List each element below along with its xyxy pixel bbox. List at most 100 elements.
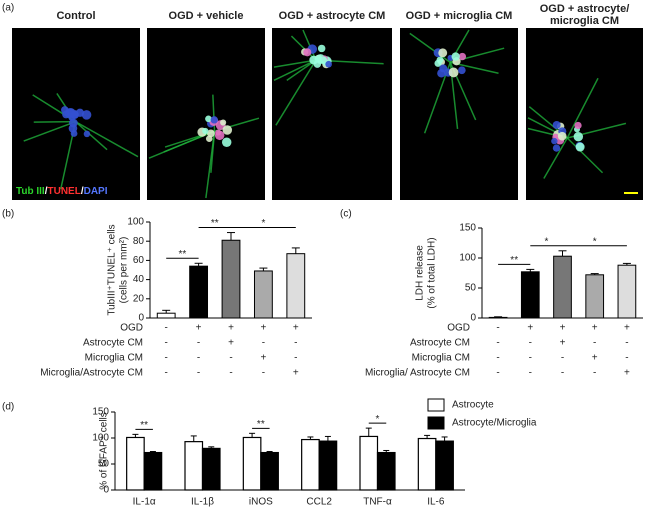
neurite (273, 59, 317, 68)
condition-mark: - (229, 353, 232, 364)
significance-label: ** (510, 255, 518, 266)
nucleus (551, 137, 558, 145)
y-tick-label: 50 (98, 459, 110, 470)
nucleus (573, 131, 584, 142)
micrograph (272, 28, 392, 200)
stain-legend-item: Tub III (16, 186, 45, 197)
condition-mark: + (228, 323, 234, 334)
nucleus (202, 127, 209, 135)
condition-mark: + (592, 353, 598, 364)
condition-mark: - (294, 338, 297, 349)
stain-legend-item: / (45, 186, 48, 197)
image-title: microglia CM (550, 15, 619, 27)
nucleus (448, 67, 459, 78)
image-title: OGD + astrocyte CM (279, 10, 386, 22)
condition-mark: + (592, 323, 598, 334)
condition-mark: + (293, 368, 299, 379)
condition-mark: - (625, 353, 628, 364)
condition-mark: - (593, 368, 596, 379)
x-tick-label: iNOS (249, 497, 273, 508)
condition-mark: - (197, 353, 200, 364)
condition-mark: - (496, 368, 499, 379)
condition-mark: + (527, 323, 533, 334)
nucleus (205, 135, 213, 142)
condition-mark: - (529, 353, 532, 364)
condition-label: Microglia CM (412, 353, 470, 364)
nucleus (552, 121, 561, 129)
condition-mark: - (165, 323, 168, 334)
neurite (205, 131, 216, 199)
condition-label: Microglia/ Astrocyte CM (365, 368, 470, 379)
condition-mark: - (262, 338, 265, 349)
bar (520, 271, 540, 319)
condition-mark: - (165, 353, 168, 364)
x-tick-label: TNF-α (363, 497, 392, 508)
condition-mark: - (561, 368, 564, 379)
nucleus (68, 124, 78, 133)
condition-mark: - (496, 353, 499, 364)
bar (156, 312, 176, 319)
y-tick-label: 150 (92, 407, 109, 418)
nucleus (437, 69, 446, 78)
condition-mark: - (561, 353, 564, 364)
condition-mark: - (593, 338, 596, 349)
y-tick-label: 0 (138, 313, 144, 324)
condition-mark: + (260, 323, 266, 334)
nucleus (81, 110, 92, 120)
bar (617, 264, 637, 319)
condition-mark: - (529, 338, 532, 349)
bar (260, 451, 279, 491)
neurite (566, 137, 604, 174)
nucleus (325, 60, 332, 68)
y-axis-label: TubIII⁺TUNEL⁺ cells (107, 224, 118, 315)
nucleus (451, 52, 460, 61)
nucleus (458, 52, 467, 61)
nucleus (61, 106, 69, 114)
y-tick-label: 100 (459, 253, 476, 264)
y-tick-label: 0 (470, 313, 476, 324)
bar (126, 436, 145, 491)
significance-label: * (544, 236, 548, 247)
bar (184, 441, 204, 491)
micrograph (400, 28, 518, 200)
y-tick-label: 100 (92, 433, 109, 444)
neurite (75, 121, 108, 151)
image-title: OGD + microglia CM (406, 10, 513, 22)
y-tick-label: 80 (133, 236, 145, 247)
legend-swatch (427, 398, 445, 412)
condition-mark: + (196, 323, 202, 334)
condition-label: Astrocyte CM (83, 338, 143, 349)
x-tick-label: IL-6 (427, 497, 445, 508)
significance-label: ** (179, 249, 187, 260)
significance-label: * (261, 218, 265, 229)
stain-legend-item: TUNEL (47, 186, 80, 197)
x-tick-label: CCL2 (306, 497, 332, 508)
bar (488, 316, 508, 319)
condition-mark: + (260, 353, 266, 364)
y-tick-label: 60 (133, 255, 145, 266)
condition-mark: + (293, 323, 299, 334)
bar (286, 253, 306, 319)
y-tick-label: 0 (103, 485, 109, 496)
image-title: OGD + vehicle (169, 10, 244, 22)
stain-legend-item: DAPI (84, 186, 108, 197)
nucleus (458, 66, 466, 75)
legend-label: Astrocyte (452, 400, 494, 411)
image-title: OGD + astrocyte/ (540, 3, 630, 15)
nucleus (438, 48, 448, 58)
condition-mark: + (624, 368, 630, 379)
panel-label: (a) (2, 3, 14, 14)
condition-mark: - (165, 338, 168, 349)
condition-mark: - (294, 353, 297, 364)
bar (242, 436, 262, 491)
nucleus (303, 48, 312, 57)
nucleus (317, 44, 326, 53)
nucleus (220, 119, 227, 126)
nucleus (557, 131, 567, 141)
condition-mark: - (229, 368, 232, 379)
condition-mark: - (496, 338, 499, 349)
nucleus (214, 130, 225, 141)
nucleus (210, 116, 218, 124)
condition-mark: - (496, 323, 499, 334)
y-tick-label: 40 (133, 274, 145, 285)
